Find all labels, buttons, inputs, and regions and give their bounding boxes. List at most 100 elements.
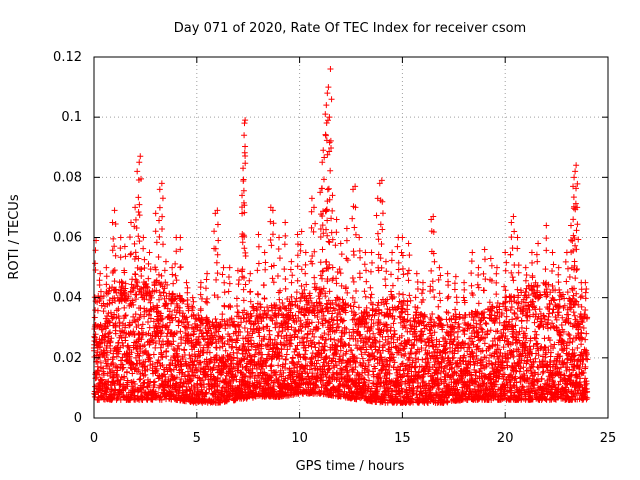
data-point — [162, 373, 169, 380]
data-point — [136, 376, 143, 383]
data-point — [106, 319, 113, 326]
data-point — [311, 387, 318, 394]
data-point — [105, 333, 112, 340]
data-point — [295, 358, 302, 365]
data-point — [155, 357, 162, 364]
data-point — [237, 328, 244, 335]
data-point — [122, 280, 129, 287]
data-point — [184, 325, 191, 332]
data-point — [130, 328, 137, 335]
data-point — [135, 366, 142, 373]
data-point — [177, 366, 184, 373]
data-point — [294, 334, 301, 341]
data-point — [285, 323, 292, 330]
data-point — [123, 368, 130, 375]
data-point — [107, 309, 114, 316]
data-point — [318, 384, 325, 391]
data-point — [107, 338, 114, 345]
data-point — [143, 283, 150, 290]
data-point — [112, 330, 119, 337]
data-point — [327, 335, 334, 342]
data-point — [318, 350, 325, 357]
data-point — [92, 375, 99, 382]
data-point — [255, 350, 262, 357]
data-point — [264, 356, 271, 363]
data-point — [293, 318, 300, 325]
data-point — [186, 352, 193, 359]
data-point — [152, 278, 159, 285]
data-point — [247, 373, 254, 380]
data-point — [130, 313, 137, 320]
data-point — [215, 362, 222, 369]
data-point — [150, 338, 157, 345]
data-point — [252, 351, 259, 358]
data-point — [137, 375, 144, 382]
data-point — [217, 396, 224, 403]
data-point — [283, 351, 290, 358]
data-point — [186, 378, 193, 385]
data-point — [190, 331, 197, 338]
data-point — [306, 366, 313, 373]
data-point — [106, 319, 113, 326]
data-point — [107, 347, 114, 354]
data-point — [153, 287, 160, 294]
data-point — [105, 330, 112, 337]
data-point — [264, 323, 271, 330]
data-point — [292, 379, 299, 386]
data-point — [268, 372, 275, 379]
data-point — [165, 337, 172, 344]
data-point — [279, 361, 286, 368]
data-point — [130, 301, 137, 308]
data-point — [308, 319, 315, 326]
data-point — [301, 312, 308, 319]
data-point — [128, 349, 135, 356]
data-point — [288, 324, 295, 331]
data-point — [100, 300, 107, 307]
data-point — [147, 315, 154, 322]
data-point — [304, 316, 311, 323]
data-point — [243, 311, 250, 318]
data-point — [296, 351, 303, 358]
data-point — [321, 330, 328, 337]
data-point — [222, 347, 229, 354]
data-point — [244, 328, 251, 335]
data-point — [226, 322, 233, 329]
data-point — [140, 384, 147, 391]
data-point — [176, 304, 183, 311]
data-point — [146, 354, 153, 361]
data-point — [320, 312, 327, 319]
data-point — [316, 340, 323, 347]
data-point — [178, 334, 185, 341]
data-point — [144, 366, 151, 373]
data-point — [135, 322, 142, 329]
data-point — [267, 336, 274, 343]
data-point — [98, 377, 105, 384]
data-point — [276, 307, 283, 314]
data-point — [211, 388, 218, 395]
data-point — [124, 350, 131, 357]
data-point — [223, 318, 230, 325]
data-point — [196, 342, 203, 349]
data-point — [128, 281, 135, 288]
data-point — [172, 380, 179, 387]
data-point — [325, 366, 332, 373]
data-point — [139, 321, 146, 328]
data-point — [150, 351, 157, 358]
data-point — [132, 291, 139, 298]
data-point — [95, 389, 102, 396]
data-point — [302, 324, 309, 331]
data-point — [91, 334, 98, 341]
data-point — [127, 364, 134, 371]
data-point — [173, 329, 180, 336]
data-point — [105, 378, 112, 385]
data-point — [309, 330, 316, 337]
data-point — [284, 346, 291, 353]
data-point — [280, 312, 287, 319]
data-point — [161, 371, 168, 378]
data-point — [177, 328, 184, 335]
data-point — [241, 325, 248, 332]
data-point — [241, 343, 248, 350]
data-point — [173, 364, 180, 371]
data-point — [159, 361, 166, 368]
data-point — [312, 344, 319, 351]
